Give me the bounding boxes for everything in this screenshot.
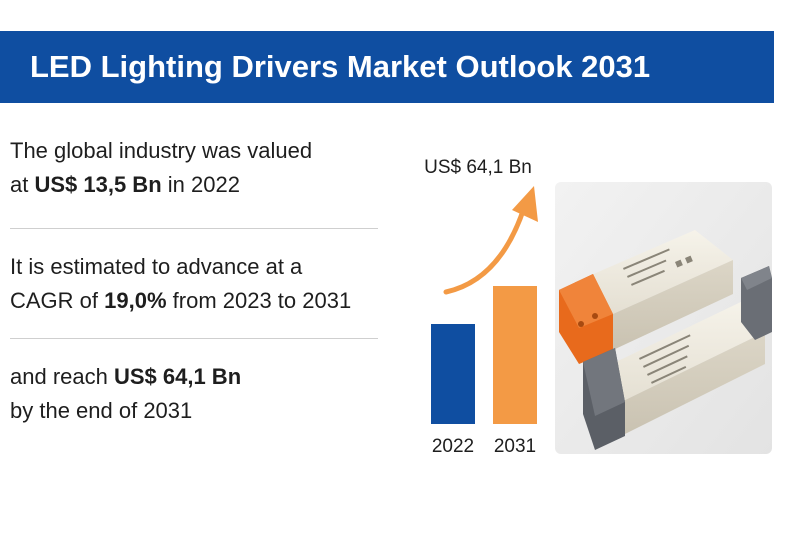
stat-2-line-1: It is estimated to advance at a [10, 254, 303, 279]
stat-forecast-value: and reach US$ 64,1 Bn by the end of 2031 [10, 360, 390, 428]
stat-1-line-2: at US$ 13,5 Bn in 2022 [10, 168, 390, 202]
stat-2-value: 19,0% [104, 288, 167, 313]
stat-cagr: It is estimated to advance at a CAGR of … [10, 250, 390, 318]
stat-3-line-2: by the end of 2031 [10, 398, 193, 423]
market-growth-chart: US$ 64,1 Bn 2022 2031 [424, 157, 538, 457]
chart-annotation: US$ 64,1 Bn [424, 157, 532, 178]
category-label-2031: 2031 [494, 436, 536, 457]
divider [10, 338, 378, 339]
title-banner: LED Lighting Drivers Market Outlook 2031 [0, 31, 774, 103]
led-driver-photo-icon [555, 182, 772, 454]
category-label-2022: 2022 [432, 436, 474, 457]
stat-3-value: US$ 64,1 Bn [113, 364, 242, 389]
stat-1-prefix: at [10, 172, 35, 197]
stat-1-value: US$ 13,5 Bn [34, 172, 162, 197]
stat-market-value: The global industry was valued at US$ 13… [10, 134, 390, 202]
stat-3-line-1: and reach US$ 64,1 Bn [10, 360, 390, 394]
bar-2022 [431, 324, 475, 424]
stat-2-suffix: from 2023 to 2031 [166, 288, 352, 313]
growth-arrow-icon [443, 205, 527, 295]
growth-arrow-head-icon [512, 186, 538, 222]
stat-2-prefix: CAGR of [10, 288, 105, 313]
divider [10, 228, 378, 229]
stat-2-line-2: CAGR of 19,0% from 2023 to 2031 [10, 284, 390, 318]
page-title: LED Lighting Drivers Market Outlook 2031 [30, 49, 651, 84]
bar-2031 [493, 286, 537, 424]
stat-1-line-1: The global industry was valued [10, 138, 313, 163]
stat-1-suffix: in 2022 [161, 172, 240, 197]
stat-3-prefix: and reach [10, 364, 114, 389]
